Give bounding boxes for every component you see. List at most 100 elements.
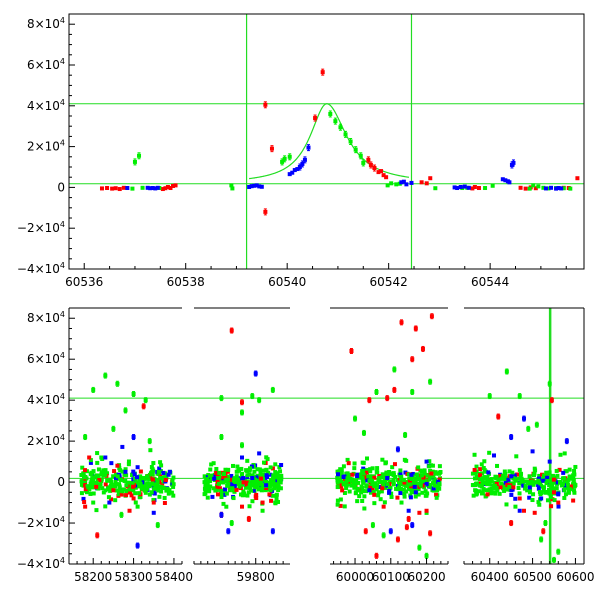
- data-point: [207, 489, 212, 494]
- data-point: [80, 465, 85, 470]
- data-point: [398, 468, 403, 473]
- x-tick-label: 60500: [513, 570, 551, 584]
- data-point: [145, 185, 150, 190]
- data-point: [378, 479, 383, 484]
- data-point: [373, 481, 378, 486]
- data-point: [527, 186, 532, 191]
- data-point: [542, 485, 547, 490]
- data-point: [370, 482, 375, 487]
- data-point: [567, 474, 572, 479]
- data-point: [499, 476, 504, 481]
- data-point: [230, 486, 235, 491]
- data-point: [145, 474, 150, 479]
- data-point: [420, 346, 425, 351]
- data-point: [492, 480, 497, 485]
- data-point: [111, 426, 116, 431]
- data-point: [478, 473, 483, 478]
- data-point: [161, 470, 166, 475]
- data-point: [571, 481, 576, 486]
- data-point: [344, 476, 349, 481]
- data-point: [208, 467, 213, 472]
- data-point: [83, 468, 88, 473]
- data-point: [215, 485, 220, 490]
- data-point: [404, 182, 409, 187]
- data-point: [94, 480, 99, 485]
- data-point: [550, 487, 555, 492]
- data-point: [257, 398, 262, 403]
- data-point: [536, 486, 541, 491]
- data-point: [402, 457, 407, 462]
- data-point: [350, 478, 355, 483]
- data-point: [239, 466, 244, 471]
- data-point: [110, 186, 115, 191]
- data-point: [207, 473, 212, 478]
- data-point: [381, 173, 386, 178]
- data-point: [124, 488, 129, 493]
- y-tick-label: 6×104: [27, 57, 65, 72]
- data-point: [406, 516, 411, 521]
- data-point: [433, 471, 438, 476]
- data-point: [402, 480, 407, 485]
- data-point: [278, 480, 283, 485]
- data-point: [503, 477, 508, 482]
- data-point: [477, 489, 482, 494]
- data-point: [474, 464, 479, 469]
- data-point: [547, 491, 552, 496]
- data-point: [552, 490, 556, 495]
- data-point: [368, 485, 373, 490]
- data-point: [276, 482, 281, 487]
- data-point: [135, 543, 140, 548]
- data-point: [268, 488, 273, 493]
- data-point: [473, 476, 478, 481]
- data-point: [163, 186, 168, 191]
- data-point: [472, 467, 477, 472]
- data-point: [158, 469, 163, 474]
- data-point: [224, 491, 229, 496]
- x-tick-label: 60544: [471, 275, 509, 289]
- data-point: [152, 487, 157, 492]
- data-point: [261, 460, 266, 465]
- data-point: [365, 456, 370, 461]
- data-point: [512, 473, 517, 478]
- data-point: [388, 529, 393, 534]
- data-point: [569, 484, 574, 489]
- data-point: [338, 478, 343, 483]
- data-point: [380, 457, 385, 462]
- data-point: [358, 153, 363, 158]
- data-point: [264, 467, 269, 472]
- data-point: [391, 478, 396, 483]
- data-point: [519, 471, 524, 476]
- data-point: [517, 491, 522, 496]
- data-point: [482, 459, 487, 464]
- data-point: [343, 132, 348, 137]
- x-tick-label: 60536: [65, 275, 103, 289]
- data-point: [559, 483, 564, 488]
- y-tick-mantissa: 8×10: [27, 17, 60, 31]
- data-point: [536, 184, 541, 189]
- data-point: [361, 430, 366, 435]
- data-point: [384, 470, 389, 475]
- data-point: [531, 492, 536, 497]
- data-point: [149, 470, 154, 475]
- data-point: [160, 481, 165, 486]
- data-point: [418, 479, 423, 484]
- data-point: [91, 491, 96, 496]
- data-point: [232, 478, 237, 483]
- data-point: [107, 487, 112, 492]
- data-point: [476, 186, 481, 191]
- data-point: [573, 464, 578, 469]
- y-tick-exponent: 4: [60, 392, 65, 401]
- data-point: [530, 481, 535, 486]
- data-point: [137, 153, 142, 158]
- data-point: [357, 475, 362, 480]
- data-point: [495, 463, 500, 468]
- data-point: [166, 491, 171, 496]
- data-point: [494, 476, 499, 481]
- data-point: [385, 475, 390, 480]
- data-point: [437, 477, 442, 482]
- data-point: [153, 186, 158, 191]
- data-point: [91, 469, 96, 474]
- data-point: [387, 486, 392, 491]
- data-point: [517, 394, 522, 399]
- data-point: [406, 486, 411, 491]
